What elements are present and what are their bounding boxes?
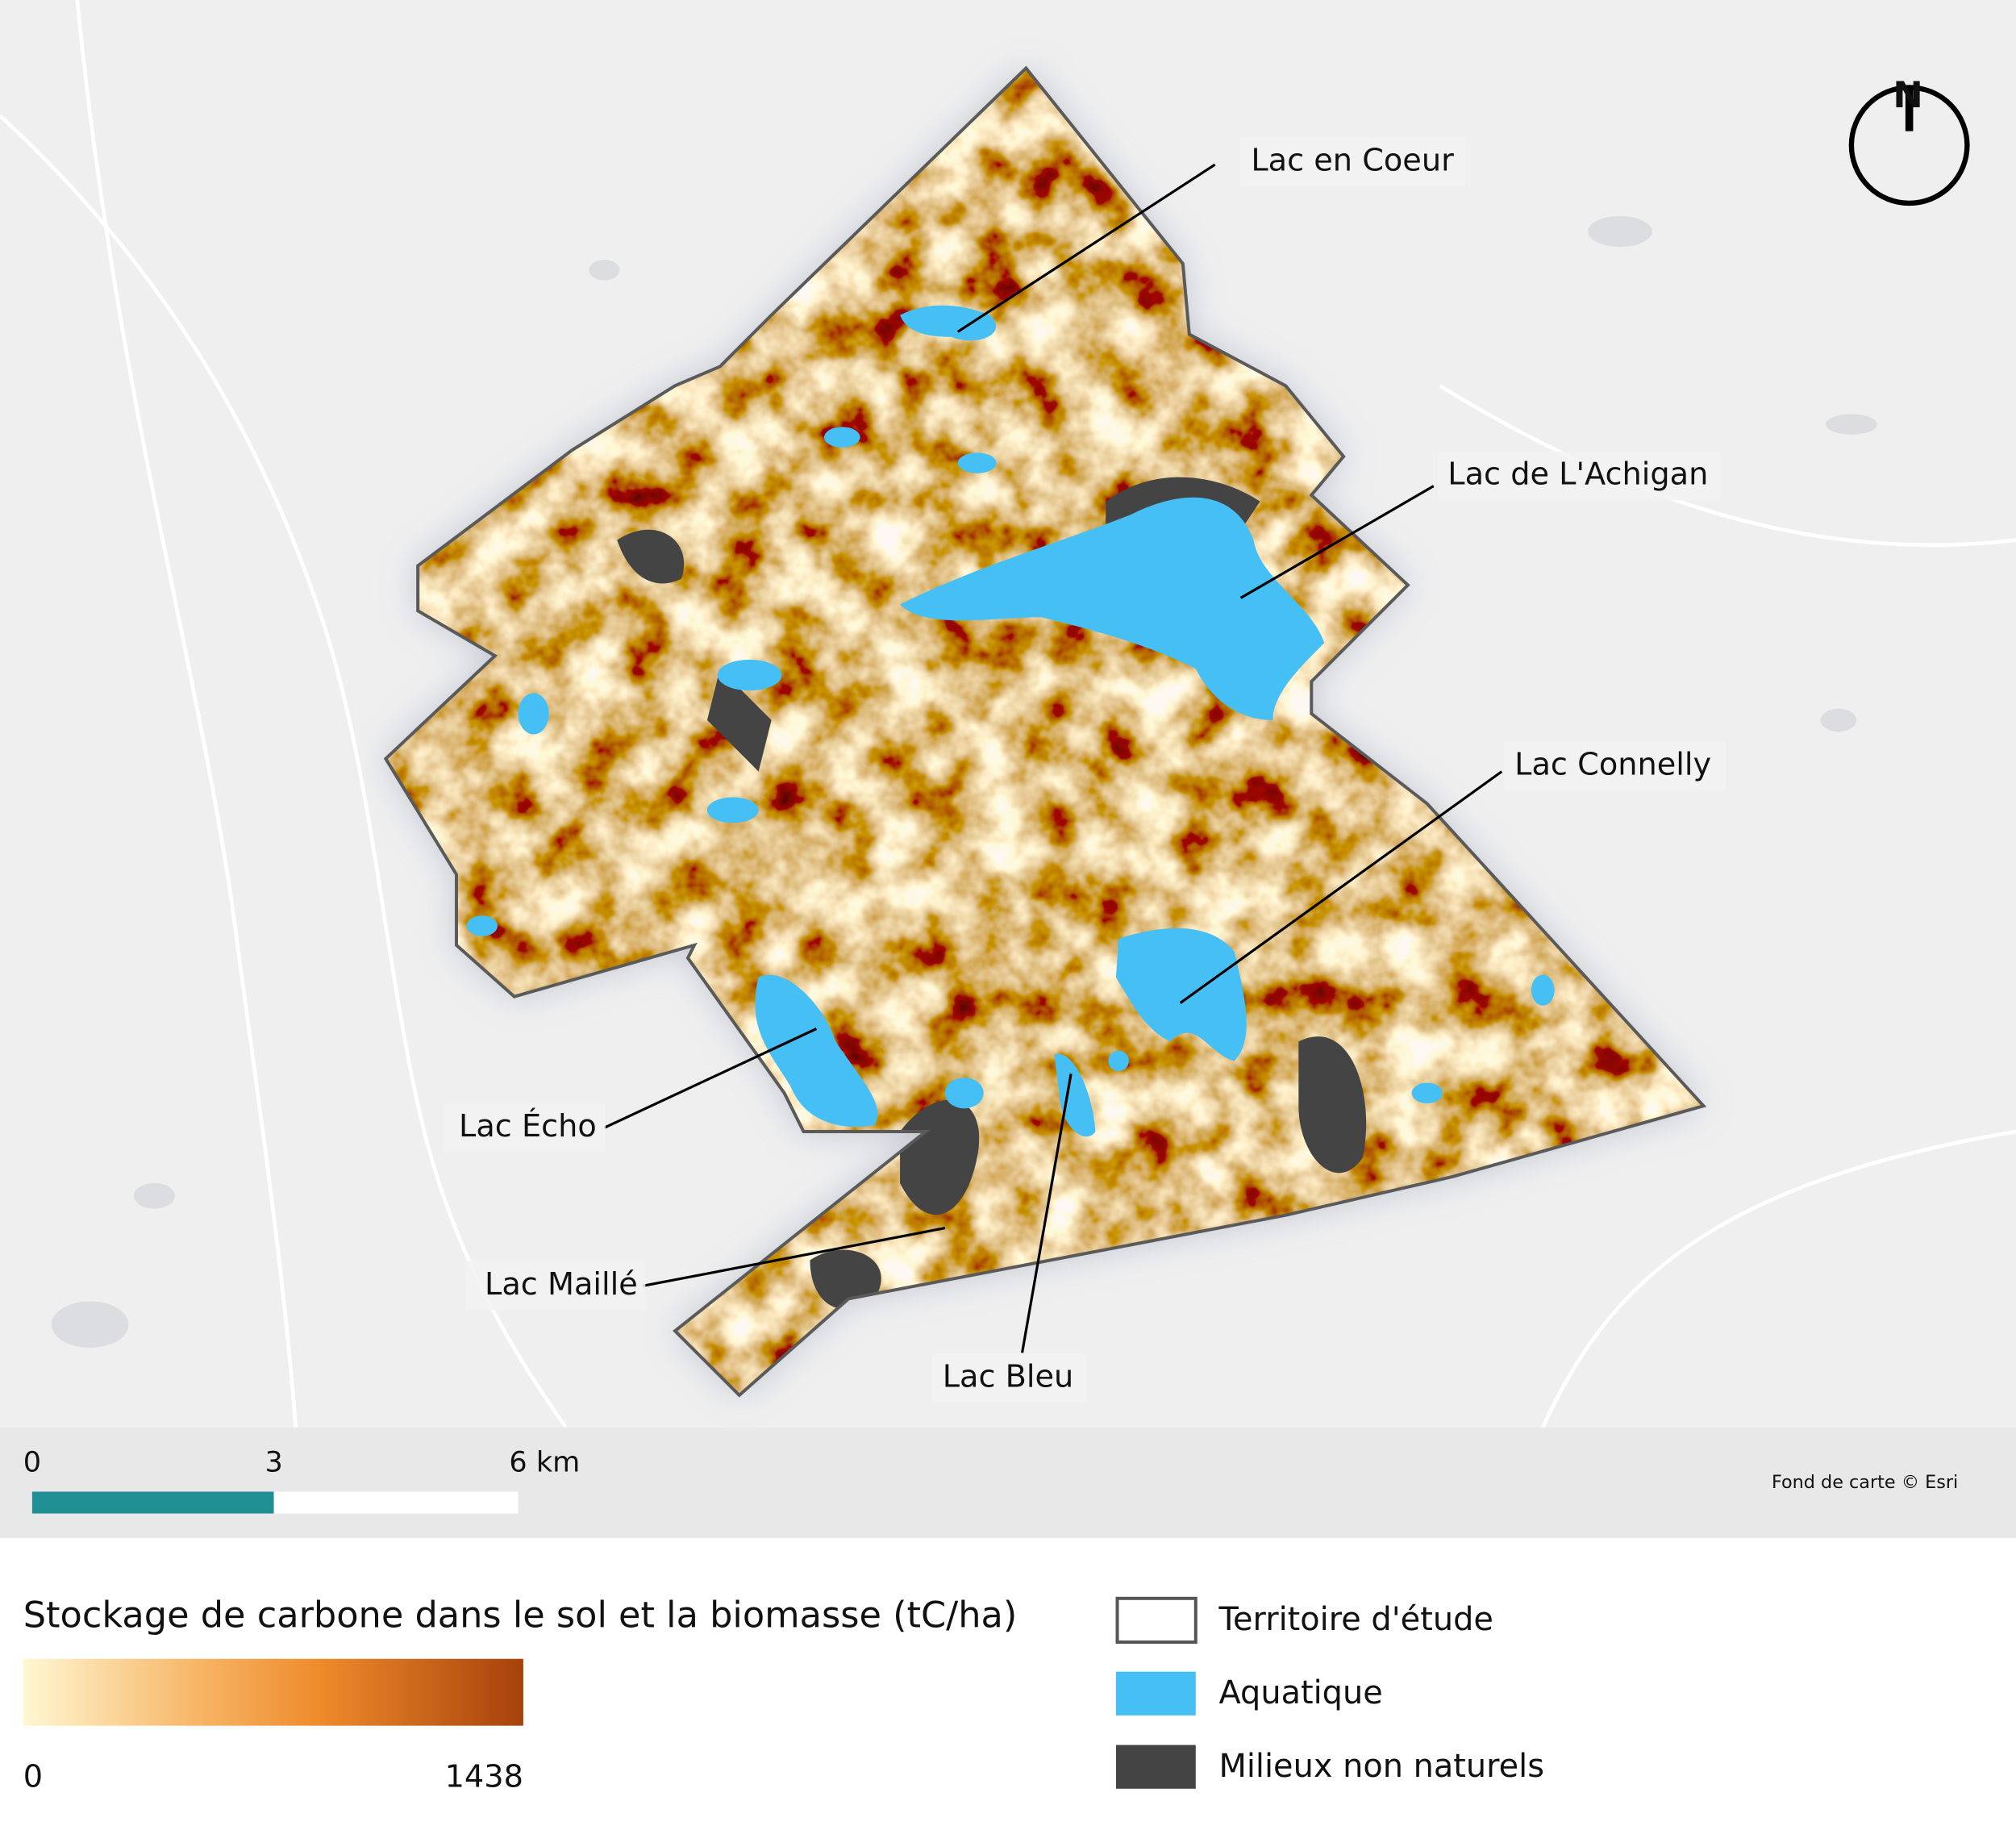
label-bg — [444, 1103, 606, 1153]
aquatic — [466, 305, 1555, 1137]
scale-strip — [0, 1427, 2016, 1538]
lake-label: Lac Bleu — [943, 1359, 1074, 1395]
attribution: Fond de carte © Esri — [1772, 1472, 1958, 1493]
north-label: N — [1893, 74, 1922, 116]
leader-line — [1179, 770, 1503, 1004]
label-bg — [1437, 451, 1721, 501]
lake-label: Lac en Coeur — [1251, 142, 1454, 178]
leader-line — [1020, 1074, 1073, 1353]
north-arrow: N — [1848, 74, 1970, 206]
lake-label: Lac Maillé — [485, 1266, 638, 1303]
legend-swatch — [1115, 1596, 1198, 1644]
label-bg — [1240, 137, 1466, 187]
scale-segment — [31, 1491, 274, 1514]
lake-labels: Lac en Coeur Lac de L'Achigan Lac Connel… — [444, 137, 1726, 1403]
gradient-min: 0 — [23, 1759, 43, 1795]
scale-label: 3 — [264, 1445, 282, 1478]
legend-title: Stockage de carbone dans le sol et la bi… — [23, 1595, 1018, 1636]
legend-item: Aquatique — [1218, 1674, 1382, 1711]
basemap-lakes — [51, 215, 1877, 1348]
label-bg — [465, 1261, 646, 1311]
scale-label: 6 km — [509, 1445, 580, 1478]
lake-label: Lac Connelly — [1514, 747, 1711, 783]
lake-label: Lac de L'Achigan — [1447, 456, 1708, 492]
leader-line — [956, 163, 1216, 333]
label-bg — [1504, 741, 1726, 791]
leader-line — [603, 1028, 818, 1129]
gradient-max: 1438 — [445, 1759, 523, 1795]
legend-item: Milieux non naturels — [1218, 1748, 1544, 1785]
lake-label: Lac Écho — [459, 1107, 597, 1144]
scale-label: 0 — [23, 1445, 41, 1478]
leader-line — [1239, 485, 1435, 599]
legend: Stockage de carbone dans le sol et la bi… — [23, 1595, 1544, 1795]
leader-line — [642, 1227, 946, 1287]
legend-swatch — [1115, 1671, 1196, 1716]
legend-gradient — [23, 1658, 523, 1726]
legend-item: Territoire d'étude — [1218, 1601, 1493, 1638]
scale-segment — [273, 1491, 519, 1514]
label-bg — [931, 1353, 1087, 1403]
legend-swatch — [1115, 1745, 1196, 1789]
